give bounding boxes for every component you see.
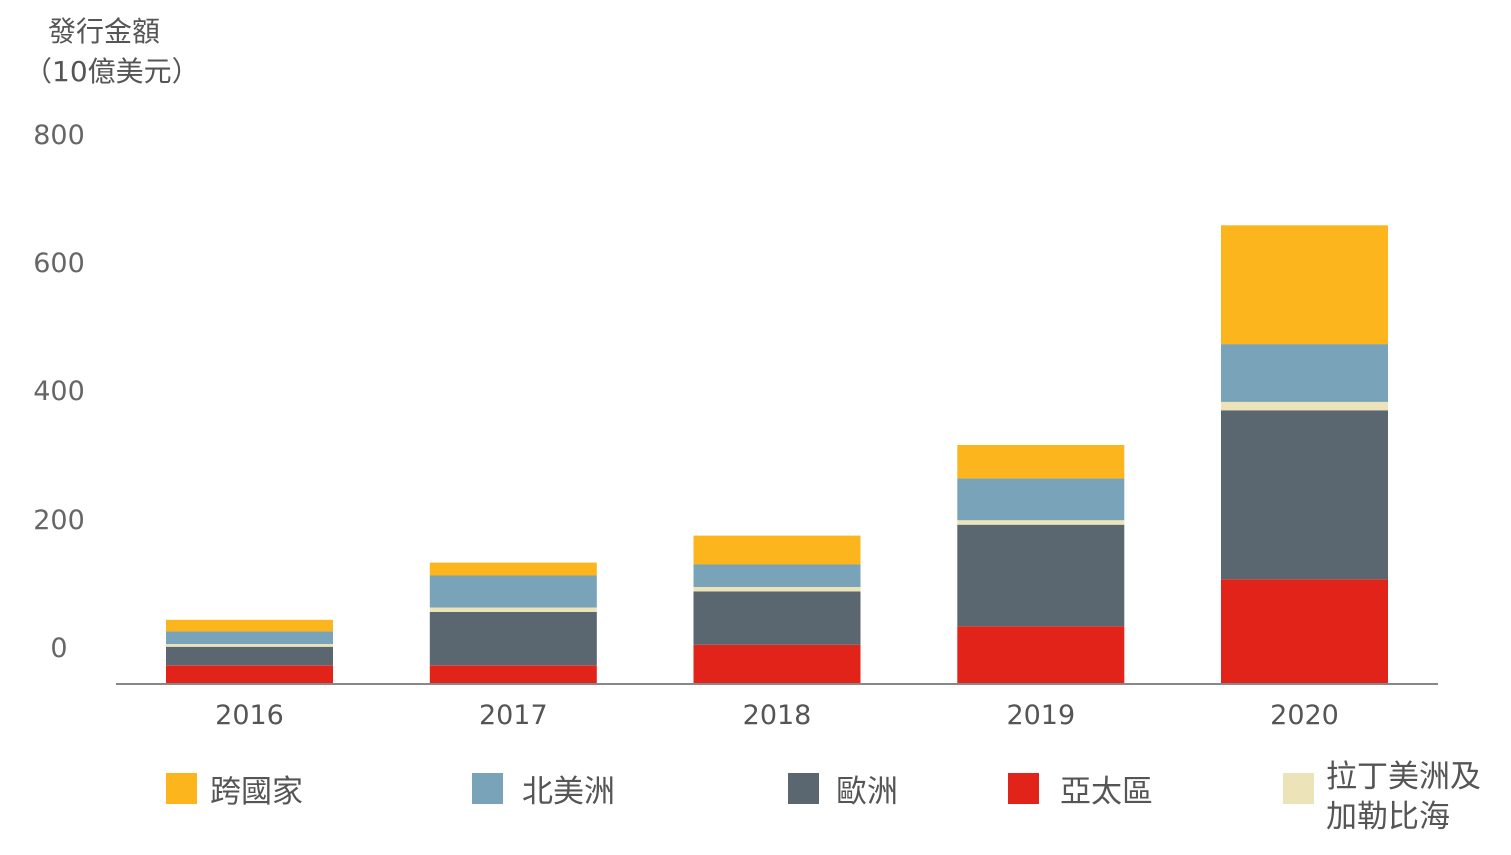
x-axis-ticks: 2016 2017 2018 2019 2020 (215, 700, 1339, 731)
y-tick-label: 600 (33, 248, 85, 279)
bar-segment (957, 520, 1125, 525)
legend-label: 歐洲 (836, 774, 898, 810)
y-axis-title-line-1: 發行金額 (48, 15, 160, 48)
legend-label: 跨國家 (210, 774, 303, 810)
bar-segment (429, 562, 597, 576)
bar-segment (1221, 579, 1388, 684)
bar-segment (693, 587, 861, 592)
bar-segment (166, 665, 333, 684)
bar-segment (429, 575, 597, 608)
legend-item: 跨國家 (166, 773, 303, 810)
bar-segment (166, 631, 333, 645)
legend-label: 拉丁美洲及 (1326, 759, 1481, 795)
bar-segment (1221, 401, 1388, 411)
bars (166, 225, 1388, 684)
legend-label: 亞太區 (1060, 774, 1153, 810)
bar-segment (166, 644, 333, 647)
x-tick-label: 2020 (1270, 700, 1339, 731)
legend-item: 北美洲 (472, 773, 615, 810)
bar-segment (1221, 410, 1388, 580)
bar-segment (1221, 344, 1388, 402)
legend-item: 歐洲 (788, 773, 898, 810)
bar-segment (429, 607, 597, 612)
bar-segment (957, 626, 1125, 684)
legend-swatch (472, 773, 503, 804)
x-tick-label: 2016 (215, 700, 284, 731)
legend-label: 北美洲 (522, 774, 615, 810)
y-axis-title-line-2: （10億美元） (24, 55, 200, 88)
bar-segment (957, 524, 1125, 627)
bar-segment (429, 665, 597, 684)
legend-swatch (1283, 773, 1314, 804)
x-tick-label: 2019 (1006, 700, 1075, 731)
legend-swatch (1008, 773, 1039, 804)
bar-segment (693, 535, 861, 565)
bar-segment (693, 591, 861, 645)
legend-item: 亞太區 (1008, 773, 1153, 810)
legend-label: 加勒比海 (1326, 799, 1450, 835)
legend-swatch (788, 773, 819, 804)
y-axis-ticks: 800 600 400 200 0 (33, 120, 85, 664)
y-tick-label: 400 (33, 376, 85, 407)
y-tick-label: 200 (33, 505, 85, 536)
legend-swatch (166, 773, 197, 804)
x-tick-label: 2018 (743, 700, 812, 731)
bar-segment (166, 646, 333, 666)
bar-segment (693, 564, 861, 587)
y-tick-label: 0 (50, 633, 67, 664)
bar-segment (957, 478, 1125, 521)
bar-segment (693, 644, 861, 684)
x-tick-label: 2017 (479, 700, 548, 731)
bar-segment (166, 619, 333, 632)
bar-segment (429, 612, 597, 666)
bar-segment (957, 445, 1125, 479)
y-axis-title: 發行金額 （10億美元） (24, 15, 200, 88)
y-tick-label: 800 (33, 120, 85, 151)
bar-segment (1221, 225, 1388, 345)
